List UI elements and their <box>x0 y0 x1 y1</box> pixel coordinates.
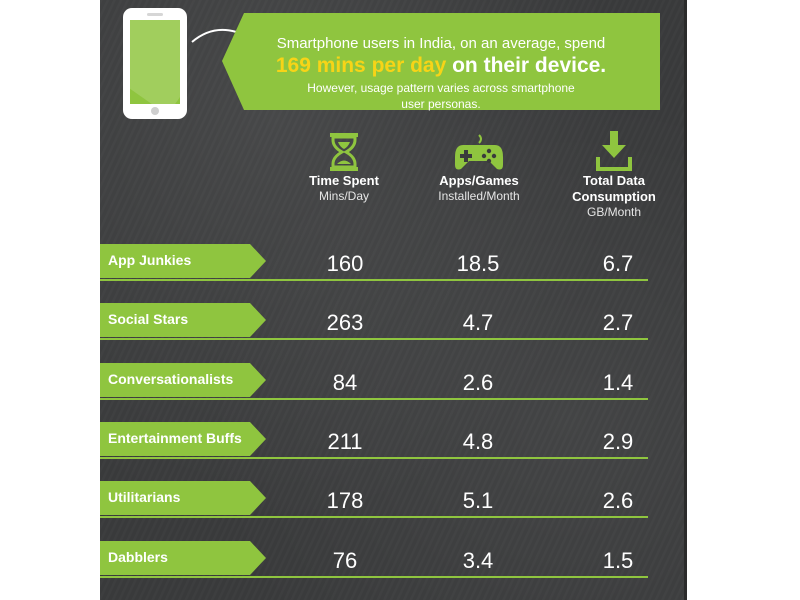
banner-line-1: Smartphone users in India, on an average… <box>276 35 606 52</box>
table-row: Entertainment Buffs 211 4.8 2.9 <box>100 422 648 462</box>
persona-name: Dabblers <box>108 549 168 565</box>
persona-tag-shape <box>100 303 266 337</box>
time-spent-value: 178 <box>326 488 364 513</box>
apps-installed-value: 18.5 <box>456 251 500 276</box>
banner-line-2: 169 mins per day on their device. <box>222 54 660 78</box>
persona-tag: Dabblers <box>100 541 266 575</box>
time-spent-value: 211 <box>327 429 363 454</box>
apps-installed-value: 3.4 <box>462 548 494 573</box>
data-consumption-value: 1.5 <box>602 548 634 573</box>
smartphone-icon <box>123 8 187 119</box>
time-spent-value: 160 <box>326 251 364 276</box>
apps-installed-value: 4.8 <box>462 429 494 454</box>
phone-screen <box>130 20 180 104</box>
persona-tag: Entertainment Buffs <box>100 422 266 456</box>
persona-tag-shape <box>100 541 266 575</box>
column-title: Apps/Games <box>439 173 519 188</box>
board-edge <box>684 0 687 600</box>
table-row: App Junkies 160 18.5 6.7 <box>100 244 648 284</box>
column-unit: Installed/Month <box>438 189 520 203</box>
table-row: Utilitarians 178 5.1 2.6 <box>100 481 648 521</box>
column-header-apps-games: Apps/Games Installed/Month <box>425 131 533 204</box>
persona-tag-shape <box>100 244 266 278</box>
banner-line-3a: However, usage pattern varies across sma… <box>307 81 575 95</box>
column-header-total-data: Total Data Consumption GB/Month <box>562 131 666 220</box>
persona-tag: Social Stars <box>100 303 266 337</box>
banner-highlight: 169 mins per day <box>275 54 447 77</box>
hourglass-icon <box>330 133 358 171</box>
download-icon <box>596 131 632 171</box>
table-row: Dabblers 76 3.4 1.5 <box>100 541 648 581</box>
table-row: Social Stars 263 4.7 2.7 <box>100 303 648 343</box>
row-divider <box>100 338 648 340</box>
row-divider <box>100 279 648 281</box>
table-row: Conversationalists 84 2.6 1.4 <box>100 363 648 403</box>
persona-name: Social Stars <box>108 311 189 327</box>
apps-installed-value: 4.7 <box>462 310 494 335</box>
persona-tag: App Junkies <box>100 244 266 278</box>
persona-name: Entertainment Buffs <box>108 430 242 446</box>
time-spent-value: 84 <box>332 370 358 395</box>
apps-installed-value: 2.6 <box>462 370 494 395</box>
row-divider <box>100 516 648 518</box>
column-unit: Mins/Day <box>318 189 369 203</box>
banner-background <box>222 13 660 110</box>
time-spent-value: 263 <box>326 310 364 335</box>
persona-tag-shape <box>100 363 266 397</box>
data-consumption-value: 2.6 <box>602 488 634 513</box>
data-consumption-value: 1.4 <box>602 370 634 395</box>
phone-home-button <box>151 107 159 115</box>
banner-line-2-rest: on their device. <box>446 54 607 77</box>
row-divider <box>100 398 648 400</box>
persona-tag-shape <box>100 481 266 515</box>
row-divider <box>100 457 648 459</box>
data-consumption-value: 2.7 <box>602 310 634 335</box>
banner-line-3b: user personas. <box>401 97 481 111</box>
data-consumption-value: 6.7 <box>602 251 634 276</box>
gamepad-icon <box>455 134 503 170</box>
column-title: Time Spent <box>309 173 379 188</box>
column-header-time-spent: Time Spent Mins/Day <box>300 131 388 204</box>
apps-installed-value: 5.1 <box>462 488 494 513</box>
persona-name: App Junkies <box>108 252 192 268</box>
summary-banner: Smartphone users in India, on an average… <box>222 13 660 112</box>
time-spent-value: 76 <box>332 548 358 573</box>
persona-name: Conversationalists <box>108 371 234 387</box>
phone-speaker <box>147 13 163 16</box>
persona-tag: Conversationalists <box>100 363 266 397</box>
data-consumption-value: 2.9 <box>602 429 634 454</box>
persona-name: Utilitarians <box>108 489 181 505</box>
row-divider <box>100 576 648 578</box>
persona-tag-shape <box>100 422 266 456</box>
column-unit: GB/Month <box>586 205 642 219</box>
column-title: Total Data Consumption <box>572 173 656 204</box>
persona-tag: Utilitarians <box>100 481 266 515</box>
banner-line-3: However, usage pattern varies across sma… <box>222 80 660 112</box>
